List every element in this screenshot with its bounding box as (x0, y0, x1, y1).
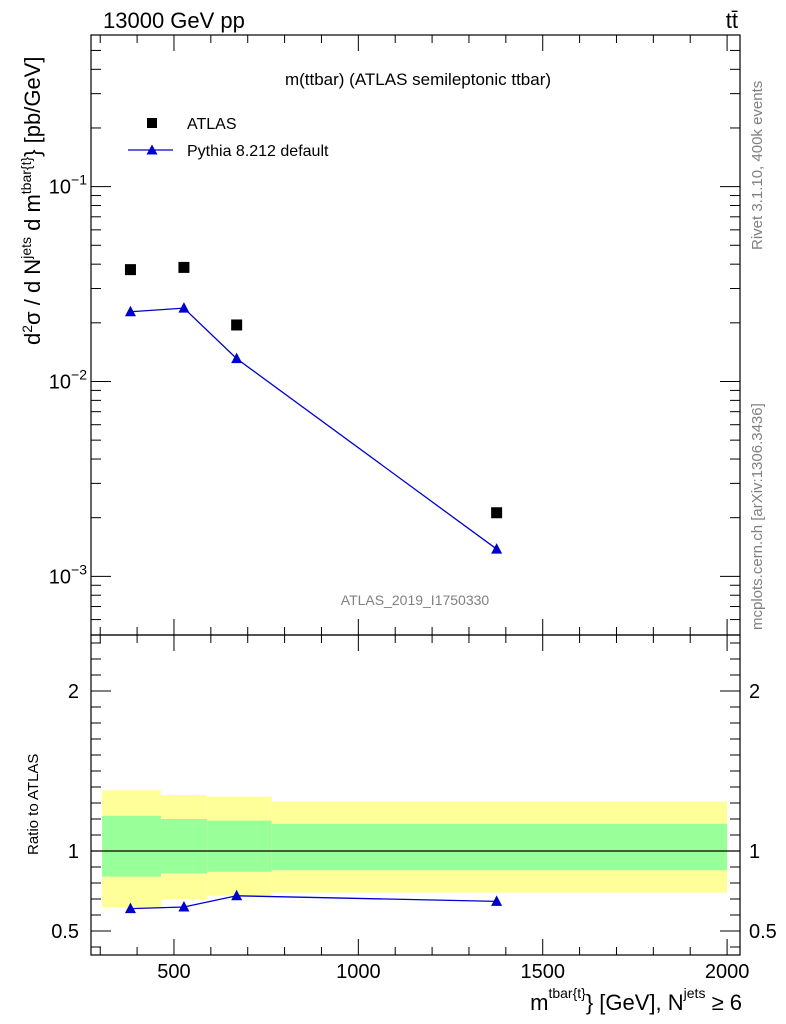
pythia-point-0 (124, 305, 136, 317)
ylabel-dm: d m (20, 194, 45, 237)
ratio-series-line (130, 895, 497, 910)
uncertainty-band-inner-0 (102, 815, 162, 877)
pythia-ratio-point-3 (491, 895, 503, 906)
main-y-tick-label: 10−3 (49, 561, 87, 588)
pythia-ratio-point-2 (231, 889, 243, 901)
uncertainty-band-inner-3 (271, 823, 728, 871)
ratio-bands (102, 790, 728, 907)
source-label: mcplots.cern.ch [arXiv:1306.3436] (749, 403, 766, 630)
ratio-y-axis-label: Ratio to ATLAS (25, 754, 42, 855)
uncertainty-band-inner-1 (161, 819, 208, 874)
pythia-main-line (130, 307, 498, 550)
xlabel-tbart: tbar{t} (548, 985, 586, 1001)
atlas-point-0 (124, 264, 136, 276)
pythia-ratio-point-0 (124, 902, 136, 914)
ratio-x-tick-labels: 500 1000 1500 2000 (157, 961, 749, 983)
ratio-y-tick-labels: 0.5 0.5 1 1 2 2 (51, 681, 777, 943)
ratio-y-tick-label-left: 1 (68, 841, 79, 863)
uncertainty-band-inner-2 (207, 820, 272, 872)
x-tick-label: 2000 (705, 961, 750, 983)
main-y-tick-label: 10−1 (49, 172, 87, 199)
ylabel-sigma: σ / d N (20, 259, 45, 325)
ylabel-jets: jets (18, 237, 34, 260)
ratio-y-tick-label-left: 0.5 (51, 921, 79, 943)
main-series-marks (124, 261, 503, 554)
ratio-panel: 0.5 0.5 1 1 2 2 500 1000 1500 2000 Ratio to ATLA… (25, 634, 777, 1015)
xlabel-jets: jets (683, 985, 706, 1001)
rivet-label: Rivet 3.1.10, 400k events (749, 81, 766, 250)
ratio-frame (90, 634, 741, 956)
atlas-point-1 (178, 261, 190, 273)
legend-atlas-label: ATLAS (187, 116, 237, 133)
main-axis-ticks (91, 35, 740, 636)
ratio-y-tick-label-right: 0.5 (749, 921, 777, 943)
pythia-point-3 (491, 543, 503, 554)
main-y-tick-label: 10−2 (49, 366, 87, 393)
x-axis-label: mtbar{t}} [GeV], Njets ≥ 6 (530, 985, 742, 1015)
legend-pythia-label: Pythia 8.212 default (187, 143, 329, 160)
main-panel: 10−1 10−2 10−3 m(ttbar) (ATLAS semileptoni… (18, 34, 741, 636)
process-label: tt̄ (726, 8, 738, 33)
ylabel-d: d (20, 333, 45, 345)
ratio-y-tick-label-left: 2 (68, 681, 79, 703)
pythia-ratio-line (130, 895, 497, 910)
ylabel-tbart: tbar{t} (18, 157, 34, 195)
ylabel-sup2: 2 (19, 325, 35, 333)
pythia-point-1 (178, 302, 190, 313)
main-series-lines (130, 307, 498, 550)
atlas-point-3 (491, 507, 503, 519)
ratio-axis-ticks (91, 635, 740, 955)
main-y-tick-labels: 10−1 10−2 10−3 (49, 172, 87, 589)
main-y-axis-label: d2σ / d Njets d mtbar{t}} [pb/GeV] (18, 57, 45, 345)
ratio-series-marks (124, 889, 503, 914)
pythia-point-2 (231, 352, 243, 364)
legend: ATLAS Pythia 8.212 default (128, 116, 329, 160)
ratio-y-tick-label-right: 1 (749, 841, 760, 863)
watermark: ATLAS_2019_I1750330 (341, 592, 490, 608)
x-tick-label: 1000 (336, 961, 381, 983)
legend-atlas-marker (147, 118, 157, 128)
legend-pythia-marker (146, 144, 158, 155)
xlabel-unit: } [GeV], N (586, 990, 684, 1015)
xlabel-m: m (530, 990, 548, 1015)
main-title: m(ttbar) (ATLAS semileptonic ttbar) (285, 70, 551, 89)
pythia-ratio-point-1 (178, 901, 190, 912)
energy-label: 13000 GeV pp (103, 8, 245, 33)
x-tick-label: 1500 (520, 961, 565, 983)
x-tick-label: 500 (157, 961, 190, 983)
ylabel-unit: } [pb/GeV] (20, 57, 45, 157)
xlabel-geq: ≥ 6 (705, 990, 742, 1015)
ratio-y-tick-label-right: 2 (749, 681, 760, 703)
atlas-point-2 (231, 319, 243, 331)
